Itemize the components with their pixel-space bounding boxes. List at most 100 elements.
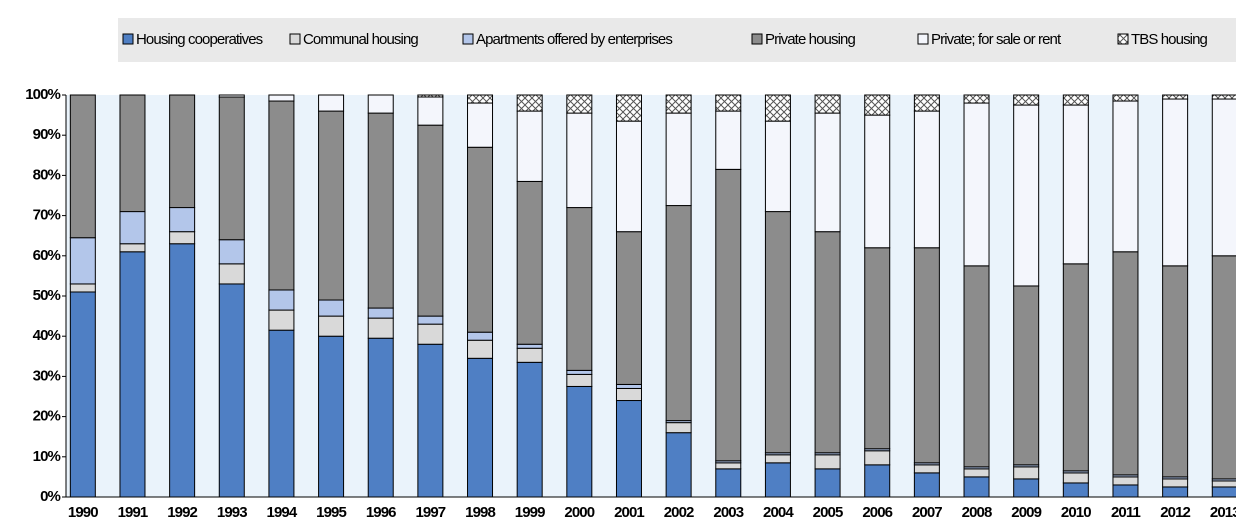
bar-segment xyxy=(69,283,96,293)
bar-segment xyxy=(913,110,940,249)
bar-segment xyxy=(814,468,841,498)
x-tick-label: 2010 xyxy=(1061,504,1091,521)
bar-segment xyxy=(516,110,543,182)
bar-segment xyxy=(268,289,295,311)
x-tick-label: 2011 xyxy=(1111,504,1140,521)
bar-segment xyxy=(566,373,593,387)
legend-swatch xyxy=(751,33,763,45)
legend-label: Private housing xyxy=(765,31,855,48)
x-tick-label: 2001 xyxy=(614,504,644,521)
bar-segment xyxy=(715,468,742,498)
x-tick-label: 1995 xyxy=(316,504,346,521)
bar-segment xyxy=(1162,265,1189,478)
bar-segment xyxy=(764,211,791,454)
bar-segment xyxy=(169,243,196,498)
legend-swatch xyxy=(462,33,474,45)
bar-segment xyxy=(913,94,940,112)
bar-segment xyxy=(1112,251,1139,476)
y-tick-label: 0% xyxy=(40,488,60,505)
bar-segment xyxy=(268,309,295,331)
bar-segment xyxy=(1062,482,1089,498)
bar-segment xyxy=(615,231,642,385)
bar-segment xyxy=(814,454,841,470)
bar-segment xyxy=(1062,472,1089,484)
bar-segment xyxy=(1112,484,1139,498)
bar-segment xyxy=(367,317,394,339)
x-tick-label: 1999 xyxy=(515,504,545,521)
bar-segment xyxy=(467,102,494,148)
bar-segment xyxy=(715,462,742,470)
bar-segment xyxy=(665,205,692,422)
bar-segment xyxy=(764,454,791,464)
x-tick-label: 1990 xyxy=(68,504,98,521)
legend-swatch xyxy=(1117,33,1129,45)
bar-segment xyxy=(1211,486,1236,498)
bar-segment xyxy=(69,94,96,239)
bar-segment xyxy=(417,94,444,98)
x-tick-label: 2004 xyxy=(763,504,794,521)
bar-segment xyxy=(963,468,990,478)
bar-segment xyxy=(1211,94,1236,100)
bar-segment xyxy=(665,432,692,498)
bar-segment xyxy=(367,307,394,319)
bar-segment xyxy=(318,94,345,112)
legend-box xyxy=(118,18,1236,62)
bar-segment xyxy=(764,462,791,498)
bar-segment xyxy=(119,94,146,213)
y-tick-label: 80% xyxy=(33,166,61,183)
bar-segment xyxy=(169,207,196,233)
bar-segment xyxy=(864,464,891,498)
bar-segment xyxy=(516,343,543,349)
x-tick-label: 1991 xyxy=(118,504,148,521)
bar-segment xyxy=(913,464,940,474)
bar-segment xyxy=(665,112,692,207)
bar-segment xyxy=(318,315,345,337)
x-tick-label: 2005 xyxy=(813,504,843,521)
bar-segment xyxy=(69,237,96,285)
x-tick-label: 1994 xyxy=(267,504,298,521)
bar-segment xyxy=(169,231,196,245)
bar-segment xyxy=(566,207,593,371)
x-tick-label: 2006 xyxy=(862,504,892,521)
y-tick-label: 90% xyxy=(33,126,61,143)
bar-segment xyxy=(665,422,692,434)
bar-segment xyxy=(169,94,196,209)
bar-segment xyxy=(1211,98,1236,257)
bar-segment xyxy=(467,339,494,359)
bar-segment xyxy=(615,400,642,498)
bar-segment xyxy=(1013,478,1040,498)
bar-segment xyxy=(268,100,295,291)
legend-swatch xyxy=(289,33,301,45)
bar-segment xyxy=(1162,486,1189,498)
bar-segment xyxy=(1013,285,1040,466)
y-tick-label: 40% xyxy=(33,327,61,344)
legend-label: Housing cooperatives xyxy=(136,31,263,48)
x-tick-label: 1996 xyxy=(366,504,396,521)
bar-segment xyxy=(814,112,841,233)
legend-swatch xyxy=(917,33,929,45)
bar-segment xyxy=(119,243,146,253)
bar-segment xyxy=(516,180,543,345)
bar-segment xyxy=(1013,94,1040,106)
bar-segment xyxy=(566,385,593,498)
y-tick-label: 50% xyxy=(33,287,61,304)
x-tick-label: 2000 xyxy=(564,504,594,521)
bar-segment xyxy=(69,291,96,498)
y-tick-label: 30% xyxy=(33,367,61,384)
x-tick-label: 2007 xyxy=(912,504,942,521)
y-tick-label: 100% xyxy=(25,86,60,103)
bar-segment xyxy=(417,96,444,126)
bar-segment xyxy=(516,347,543,363)
bar-segment xyxy=(318,299,345,317)
bar-segment xyxy=(715,168,742,462)
bar-segment xyxy=(218,263,245,285)
bar-segment xyxy=(268,329,295,498)
y-tick-label: 60% xyxy=(33,247,61,264)
bar-segment xyxy=(318,335,345,498)
bar-segment xyxy=(963,265,990,468)
bar-segment xyxy=(1013,466,1040,480)
legend-label: TBS housing xyxy=(1131,31,1208,48)
bar-segment xyxy=(268,94,295,102)
bar-segment xyxy=(1211,480,1236,488)
bar-segment xyxy=(615,120,642,233)
